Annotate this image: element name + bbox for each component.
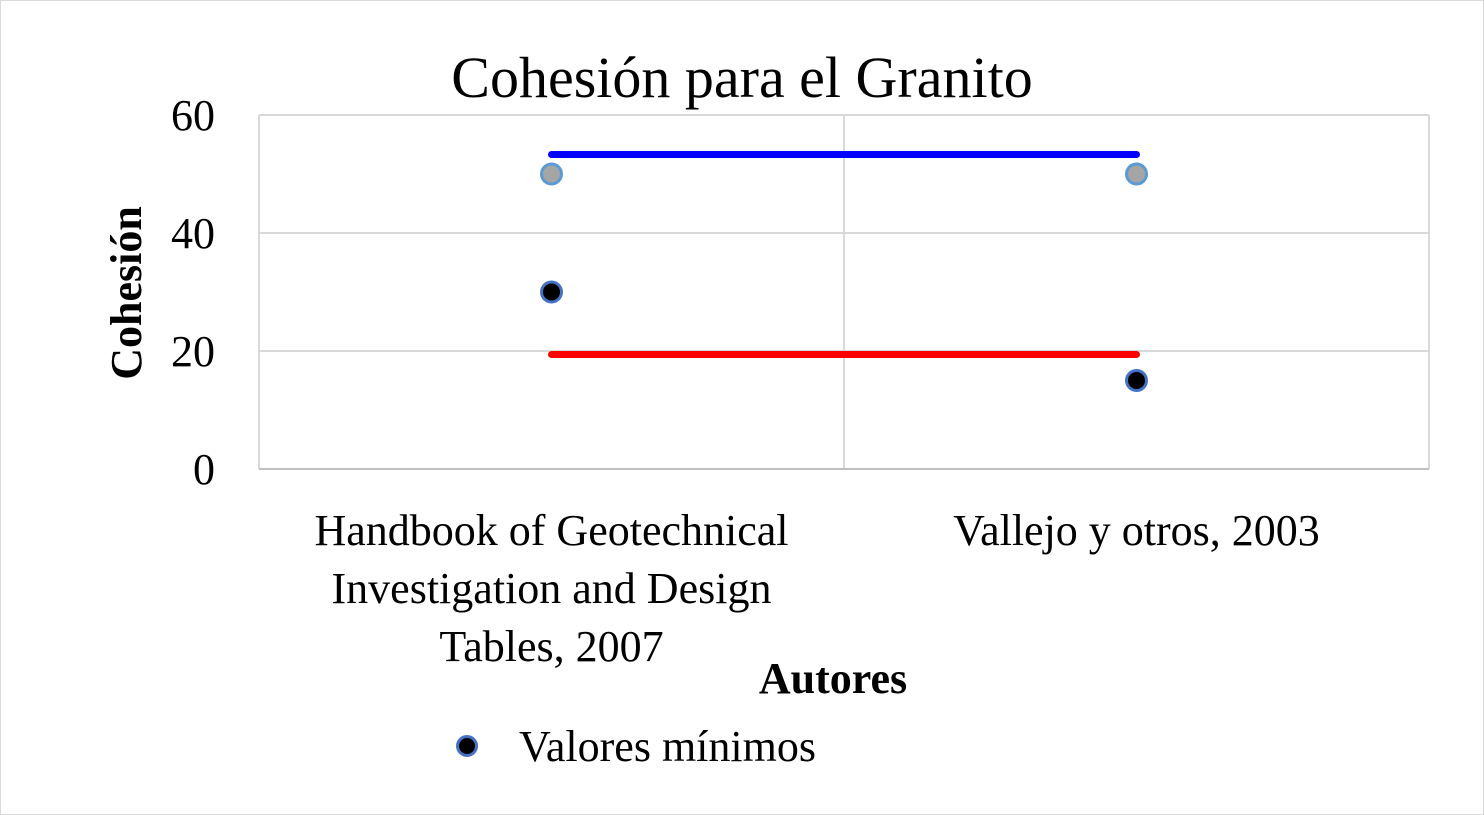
data-point [1125,162,1148,186]
x-category-label: Tables, 2007 [439,622,663,671]
x-category-labels: Handbook of Geotechnical Investigation an… [314,506,1319,671]
data-point [540,162,563,186]
y-axis-title: Cohesión [102,206,151,380]
grid [258,114,1430,470]
x-category-label: Vallejo y otros, 2003 [953,506,1320,555]
reference-lines [548,151,1140,359]
legend-label: Valores mínimos [519,722,816,771]
x-category-label: Investigation and Design [332,564,772,613]
legend: Valores mínimos [456,722,816,771]
chart-title: Cohesión para el Granito [451,45,1032,110]
data-points [540,162,1148,392]
y-tick-labels: 0 20 40 60 [171,91,215,494]
y-tick-label: 60 [171,91,215,140]
y-tick-label: 40 [171,209,215,258]
x-category-label: Handbook of Geotechnical [314,506,788,555]
legend-marker [456,735,478,757]
data-point [1125,369,1148,392]
data-point [540,280,563,304]
x-axis-title: Autores [759,654,907,703]
y-tick-label: 20 [171,327,215,376]
y-tick-label: 0 [193,445,215,494]
